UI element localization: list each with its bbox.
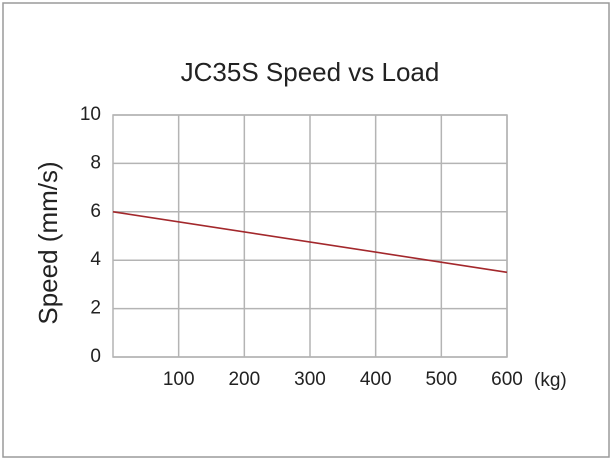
data-line <box>112 211 508 274</box>
x-tick-label: 500 <box>425 369 457 390</box>
x-axis-label: (kg) <box>534 370 567 391</box>
y-tick-label: 0 <box>90 346 101 367</box>
y-tick-label: 10 <box>80 104 101 125</box>
x-tick-label: 600 <box>491 369 523 390</box>
y-tick-label: 6 <box>90 201 101 222</box>
y-tick-label: 2 <box>90 298 101 319</box>
x-tick-label: 100 <box>163 369 195 390</box>
y-axis-label: Speed (mm/s) <box>33 161 63 324</box>
y-tick-label: 4 <box>90 249 101 270</box>
x-tick-label: 400 <box>360 369 392 390</box>
x-tick-label: 300 <box>294 369 326 390</box>
chart-title: JC35S Speed vs Load <box>181 57 440 87</box>
x-tick-label: 200 <box>228 369 260 390</box>
y-tick-label: 8 <box>90 152 101 173</box>
